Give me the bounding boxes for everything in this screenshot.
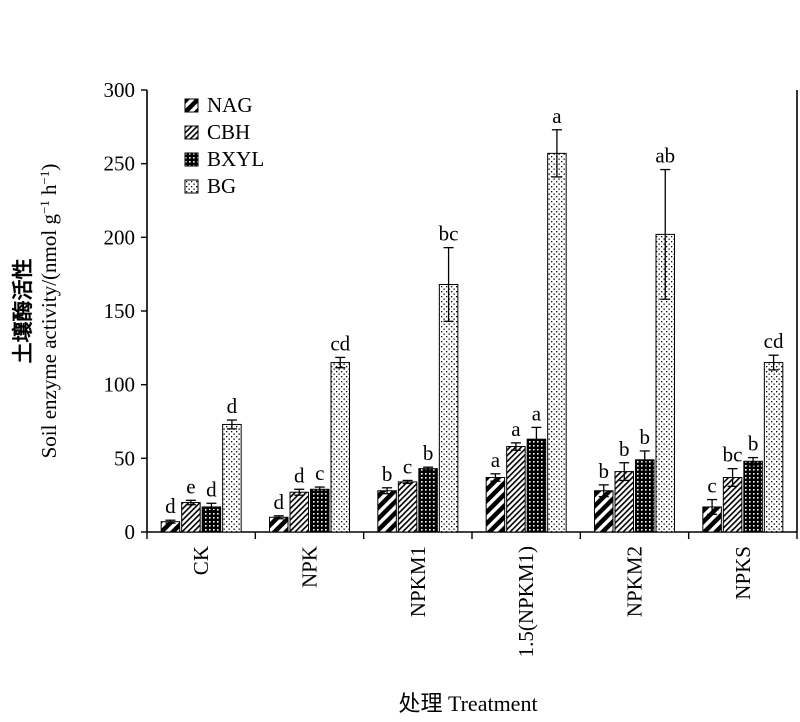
significance-letter: e xyxy=(186,474,195,498)
bar xyxy=(526,438,547,533)
x-tick-label: CK xyxy=(189,546,213,575)
bar xyxy=(181,502,201,533)
significance-letter: b xyxy=(382,462,393,486)
significance-letter: d xyxy=(206,477,217,501)
significance-letter: b xyxy=(619,437,630,461)
y-tick-label: 100 xyxy=(104,373,136,397)
legend-label-nag: NAG xyxy=(207,93,253,117)
bar xyxy=(289,491,309,533)
bar xyxy=(269,516,289,533)
significance-letter: d xyxy=(165,494,176,518)
significance-letter: d xyxy=(274,490,285,514)
legend-swatch-nag xyxy=(184,98,199,113)
significance-letter: a xyxy=(511,417,521,441)
x-tick-label: NPKM2 xyxy=(623,546,647,617)
y-tick-label: 0 xyxy=(125,520,136,544)
y-tick-label: 200 xyxy=(104,225,136,249)
bar xyxy=(397,481,418,533)
significance-letter: a xyxy=(552,104,562,128)
legend-label-cbh: CBH xyxy=(207,120,250,144)
significance-letter: cd xyxy=(764,329,784,353)
bar xyxy=(418,468,438,533)
y-axis-ticks: 0 50 100 150 200 250 300 xyxy=(104,78,147,544)
significance-letter: c xyxy=(403,454,412,478)
bar xyxy=(743,460,763,533)
significance-letter: a xyxy=(532,401,542,425)
x-tick-label: NPKS xyxy=(731,546,755,600)
y-tick-label: 150 xyxy=(104,299,136,323)
significance-letter: b xyxy=(748,432,759,456)
significance-letter: a xyxy=(491,448,501,472)
significance-letter: ab xyxy=(655,144,675,168)
significance-letter: c xyxy=(707,474,716,498)
y-axis-label-english: Soil enzyme activity/(nmol g−1 h−1) xyxy=(37,164,62,459)
bar-series-nag: d dba bc xyxy=(160,448,722,533)
significance-letter: b xyxy=(599,459,610,483)
bar xyxy=(310,488,330,533)
legend-swatch-cbh xyxy=(184,125,199,140)
bar xyxy=(763,362,784,533)
bar xyxy=(506,446,526,533)
legend-swatch-bxyl xyxy=(184,152,199,167)
significance-letter: d xyxy=(294,463,305,487)
bar xyxy=(222,423,242,533)
legend: NAG CBH BXYL BG xyxy=(184,93,264,198)
significance-letter: bc xyxy=(439,222,459,246)
bar xyxy=(330,362,350,533)
legend-swatch-bg xyxy=(184,179,199,194)
bar xyxy=(635,459,655,533)
significance-letter: cd xyxy=(330,331,350,355)
x-tick-label: NPKM1 xyxy=(406,546,430,617)
x-tick-label: NPK xyxy=(298,546,322,588)
y-axis-label-chinese: 土壤酶活性 xyxy=(11,259,35,364)
y-tick-label: 300 xyxy=(104,78,136,102)
significance-letter: c xyxy=(315,461,324,485)
y-tick-label: 250 xyxy=(104,152,136,176)
x-tick-label: 1.5(NPKM1) xyxy=(514,546,538,657)
x-axis-label: 处理 Treatment xyxy=(398,691,537,716)
bar-series-cbh: e d cab bc xyxy=(181,417,743,533)
significance-letter: bc xyxy=(723,443,743,467)
significance-letter: b xyxy=(640,425,651,449)
x-axis-ticks: CK NPK NPKM1 1.5(NPKM1) NPKM2 NPKS xyxy=(146,532,798,657)
legend-label-bxyl: BXYL xyxy=(207,147,264,171)
y-tick-label: 50 xyxy=(114,446,135,470)
legend-label-bg: BG xyxy=(207,174,236,198)
bar xyxy=(377,490,397,533)
bar xyxy=(547,152,567,533)
bar xyxy=(485,476,506,533)
significance-letter: b xyxy=(423,441,434,465)
significance-letter: d xyxy=(227,394,238,418)
